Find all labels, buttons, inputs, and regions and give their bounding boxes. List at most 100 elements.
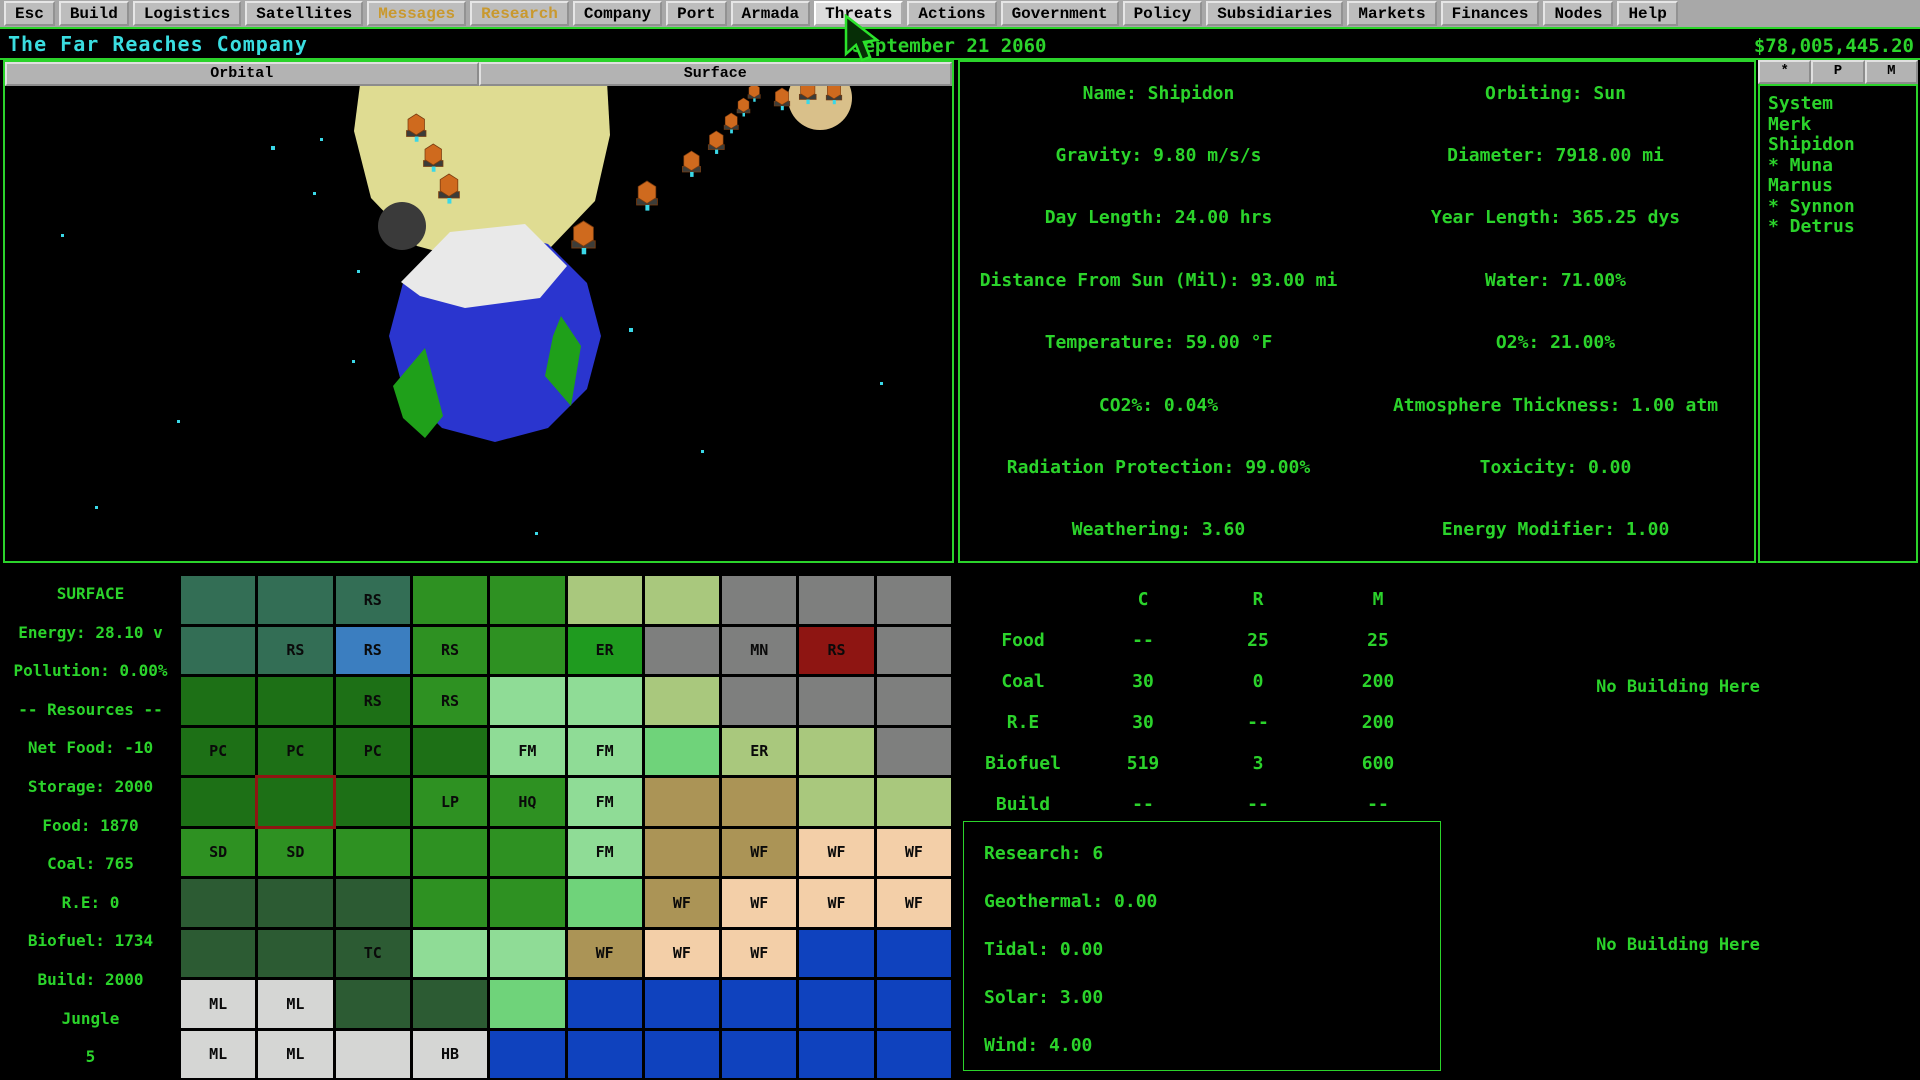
cargo-ship-icons[interactable] [406, 113, 460, 204]
map-cell-r6c1[interactable]: SD [181, 828, 256, 876]
map-cell-r1c8[interactable] [722, 576, 797, 624]
menu-item-satellites[interactable]: Satellites [245, 1, 364, 26]
map-cell-r4c7[interactable] [644, 727, 720, 775]
map-cell-r3c4[interactable]: RS [412, 677, 488, 725]
map-cell-r8c3[interactable]: TC [335, 929, 410, 977]
system-body-item-0[interactable]: System [1768, 93, 1834, 114]
map-cell-r5c6[interactable]: FM [567, 778, 642, 826]
system-tab-P[interactable]: P [1811, 60, 1865, 84]
map-cell-r7c8[interactable]: WF [722, 879, 797, 927]
map-cell-r3c5[interactable] [490, 677, 565, 725]
map-cell-r3c2[interactable] [258, 677, 333, 725]
map-cell-r10c8[interactable] [722, 1030, 797, 1078]
tab-orbital[interactable]: Orbital [5, 62, 479, 86]
map-cell-r9c9[interactable] [799, 980, 874, 1028]
system-body-item-1[interactable]: Merk [1768, 113, 1812, 135]
map-cell-r7c10[interactable]: WF [876, 879, 951, 927]
map-cell-r7c4[interactable] [412, 879, 488, 927]
map-cell-r5c9[interactable] [799, 778, 874, 826]
menu-item-actions[interactable]: Actions [907, 1, 997, 26]
map-cell-r3c6[interactable] [567, 677, 642, 725]
map-cell-r5c4[interactable]: LP [412, 778, 488, 826]
map-cell-r4c1[interactable]: PC [181, 727, 256, 775]
menu-item-esc[interactable]: Esc [4, 1, 55, 26]
map-cell-r4c5[interactable]: FM [490, 727, 565, 775]
map-cell-r1c10[interactable] [876, 576, 951, 624]
map-cell-r4c2[interactable]: PC [258, 727, 333, 775]
menu-item-port[interactable]: Port [666, 1, 727, 26]
map-cell-r7c9[interactable]: WF [799, 879, 874, 927]
map-cell-r2c6[interactable]: ER [567, 626, 642, 674]
planet-sphere[interactable] [389, 224, 601, 442]
map-cell-r7c5[interactable] [490, 879, 565, 927]
menu-item-company[interactable]: Company [572, 1, 663, 26]
map-cell-r9c7[interactable] [644, 980, 720, 1028]
map-cell-r4c8[interactable]: ER [722, 727, 797, 775]
map-cell-r4c9[interactable] [799, 727, 874, 775]
map-cell-r1c2[interactable] [258, 576, 333, 624]
system-tab-M[interactable]: M [1864, 60, 1918, 84]
map-cell-r8c4[interactable] [412, 929, 488, 977]
map-cell-r10c5[interactable] [490, 1030, 565, 1078]
map-cell-r7c6[interactable] [567, 879, 642, 927]
map-cell-r6c7[interactable] [644, 828, 720, 876]
map-cell-r9c3[interactable] [335, 980, 410, 1028]
map-cell-r7c3[interactable] [335, 879, 410, 927]
menu-item-help[interactable]: Help [1617, 1, 1678, 26]
map-cell-r6c10[interactable]: WF [876, 828, 951, 876]
map-cell-r2c10[interactable] [876, 626, 951, 674]
map-cell-r10c6[interactable] [567, 1030, 642, 1078]
map-cell-r6c4[interactable] [412, 828, 488, 876]
map-cell-r2c4[interactable]: RS [412, 626, 488, 674]
map-cell-r4c4[interactable] [412, 727, 488, 775]
map-cell-r4c3[interactable]: PC [335, 727, 410, 775]
map-cell-r1c7[interactable] [644, 576, 720, 624]
map-cell-r5c3[interactable] [335, 778, 410, 826]
map-cell-r6c9[interactable]: WF [799, 828, 874, 876]
menu-item-government[interactable]: Government [1000, 1, 1119, 26]
menu-item-messages[interactable]: Messages [367, 1, 467, 26]
distant-planet-sphere[interactable] [788, 86, 852, 130]
map-cell-r8c2[interactable] [258, 929, 333, 977]
map-cell-r4c6[interactable]: FM [567, 727, 642, 775]
map-cell-r8c9[interactable] [799, 929, 874, 977]
map-cell-r6c2[interactable]: SD [258, 828, 333, 876]
map-cell-r1c1[interactable] [181, 576, 256, 624]
map-cell-r8c10[interactable] [876, 929, 951, 977]
map-cell-r9c4[interactable] [412, 980, 488, 1028]
map-cell-r5c10[interactable] [876, 778, 951, 826]
map-cell-r9c2[interactable]: ML [258, 980, 333, 1028]
menu-item-armada[interactable]: Armada [730, 1, 811, 26]
map-cell-r2c7[interactable] [644, 626, 720, 674]
menu-item-build[interactable]: Build [58, 1, 129, 26]
map-cell-r5c5[interactable]: HQ [490, 778, 565, 826]
map-cell-r5c7[interactable] [644, 778, 720, 826]
map-cell-r1c4[interactable] [412, 576, 488, 624]
menu-item-finances[interactable]: Finances [1440, 1, 1540, 26]
map-cell-r9c8[interactable] [722, 980, 797, 1028]
map-cell-r8c8[interactable]: WF [722, 929, 797, 977]
menu-item-policy[interactable]: Policy [1122, 1, 1203, 26]
map-cell-r2c3[interactable]: RS [335, 626, 410, 674]
map-cell-r9c6[interactable] [567, 980, 642, 1028]
map-cell-r2c8[interactable]: MN [722, 626, 797, 674]
map-cell-r10c7[interactable] [644, 1030, 720, 1078]
system-body-item-5[interactable]: * Synnon [1768, 195, 1855, 217]
map-cell-r1c6[interactable] [567, 576, 642, 624]
map-cell-r3c3[interactable]: RS [335, 677, 410, 725]
map-cell-r10c2[interactable]: ML [258, 1030, 333, 1078]
map-cell-r6c5[interactable] [490, 828, 565, 876]
system-body-item-4[interactable]: Marnus [1768, 175, 1834, 196]
map-cell-r10c9[interactable] [799, 1030, 874, 1078]
menu-item-threats[interactable]: Threats [814, 1, 904, 26]
cargo-ship-convoy-icons[interactable] [571, 86, 843, 255]
map-cell-r10c10[interactable] [876, 1030, 951, 1078]
map-cell-r9c10[interactable] [876, 980, 951, 1028]
moon-shadow-sphere[interactable] [378, 202, 426, 250]
system-body-item-3[interactable]: * Muna [1768, 154, 1834, 176]
map-cell-r5c2[interactable] [255, 775, 336, 829]
map-cell-r10c3[interactable] [335, 1030, 410, 1078]
system-body-item-6[interactable]: * Detrus [1768, 216, 1855, 237]
map-cell-r3c10[interactable] [876, 677, 951, 725]
surface-tile-map[interactable]: RS RS RS RS ER MN RS RS RS PC PC PC FM FM ER LP HQ FM SD SD… [181, 576, 951, 1078]
